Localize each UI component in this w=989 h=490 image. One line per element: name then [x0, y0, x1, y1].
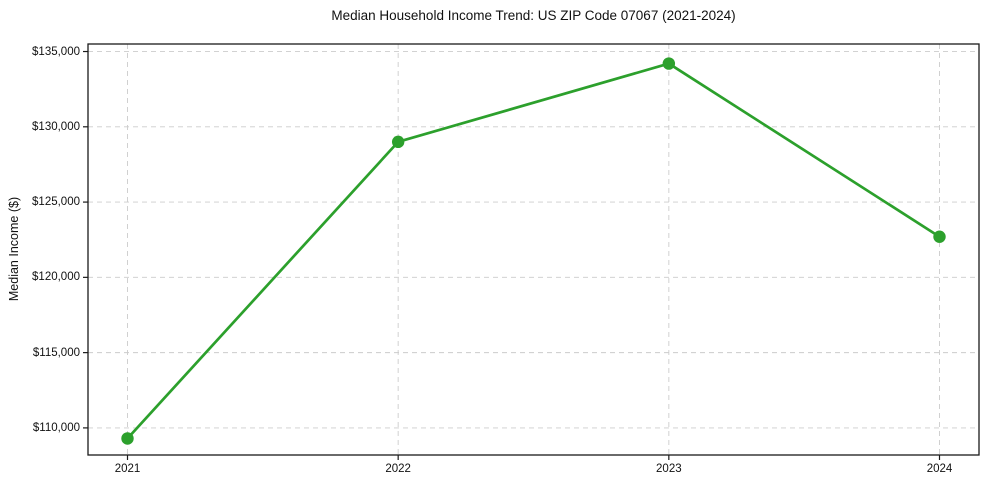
data-point-2024	[933, 230, 946, 243]
data-point-2022	[391, 135, 405, 149]
y-tick-label: $125,000	[32, 196, 80, 209]
data-point-2023	[662, 57, 676, 70]
data-point-2021	[121, 432, 134, 445]
chart-title: Median Household Income Trend: US ZIP Co…	[331, 8, 736, 23]
y-tick-label: $110,000	[32, 421, 80, 434]
income-trend-line	[126, 62, 941, 440]
y-tick-label: $115,000	[32, 346, 80, 359]
x-tick-label: 2023	[656, 463, 682, 475]
y-tick-label: $120,000	[32, 271, 80, 284]
x-tick-label: 2024	[926, 463, 953, 475]
y-tick-label: $135,000	[32, 45, 80, 58]
y-tick-label: $130,000	[32, 120, 80, 133]
x-tick-label: 2022	[385, 463, 411, 475]
x-tick-label: 2021	[114, 463, 141, 475]
plot-frame	[87, 43, 980, 456]
